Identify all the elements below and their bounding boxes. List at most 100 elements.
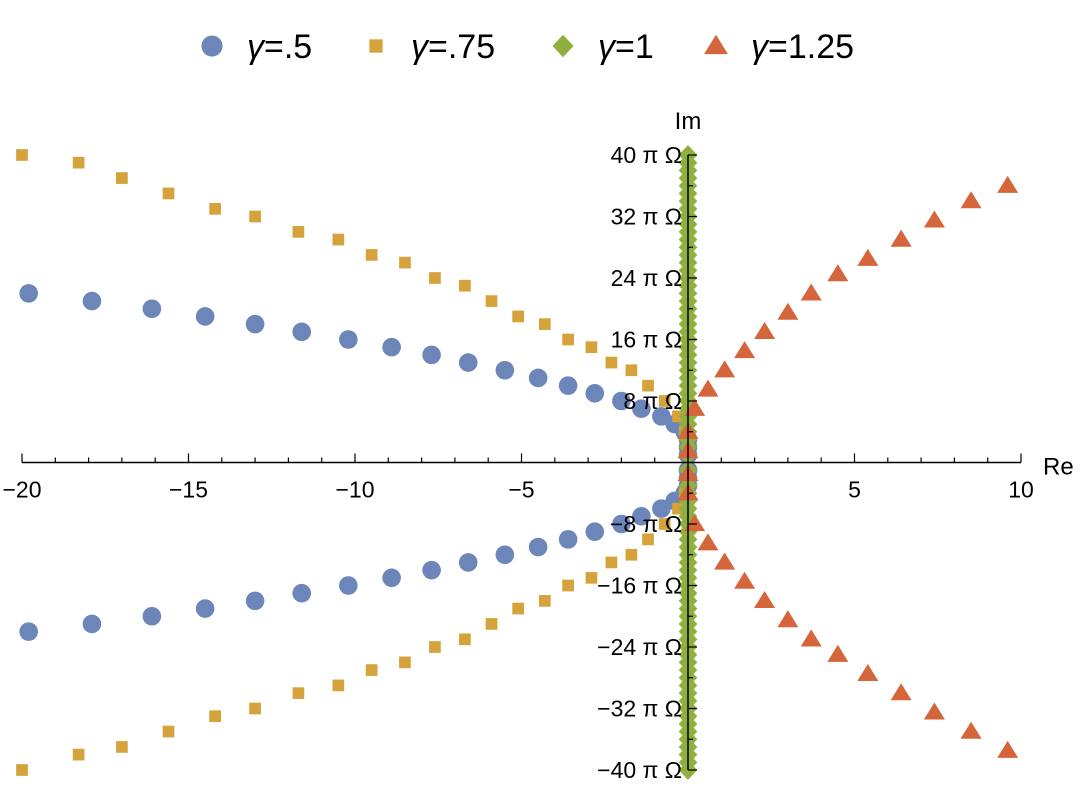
point-1-25	[827, 644, 849, 662]
point-5	[458, 553, 478, 572]
point-1-25	[857, 664, 879, 682]
point-5	[19, 622, 38, 641]
x-tick-label: −5	[508, 477, 534, 503]
point-5	[612, 514, 631, 534]
series-layer	[16, 145, 1019, 780]
x-tick-label: 5	[848, 477, 861, 503]
point-75	[16, 149, 28, 161]
point-1-25	[890, 683, 912, 701]
point-75	[209, 202, 221, 215]
point-5	[422, 560, 441, 580]
point-1-25	[800, 629, 822, 647]
point-1-25	[714, 360, 736, 378]
x-ticks: −20 −15 −10 −5 5 10	[2, 453, 1034, 503]
point-1-25	[997, 740, 1019, 758]
point-75	[429, 272, 441, 284]
point-75	[292, 687, 305, 699]
point-5	[339, 576, 358, 595]
point-1-25	[857, 248, 879, 266]
point-5	[528, 368, 548, 388]
x-tick-label: −20	[2, 477, 41, 503]
point-5	[292, 322, 312, 342]
x-tick-label: −15	[169, 477, 208, 503]
y-tick-label: −24 π Ω	[597, 634, 682, 660]
point-5	[585, 522, 605, 541]
point-75	[658, 395, 671, 407]
point-5	[422, 345, 441, 365]
point-75	[72, 156, 85, 169]
x-axis-title: Re	[1043, 454, 1074, 481]
point-75	[642, 533, 654, 546]
point-75	[209, 710, 221, 723]
y-tick-label: 32 π Ω	[611, 204, 682, 230]
point-75	[538, 595, 551, 607]
legend: γ=.5 γ=.75 γ=1 γ=1.25	[201, 28, 854, 66]
point-5	[652, 499, 671, 518]
point-75	[292, 226, 305, 238]
y-tick-label: 16 π Ω	[611, 327, 682, 353]
point-1-25	[890, 229, 912, 247]
point-1-25	[714, 552, 736, 570]
point-75	[365, 249, 378, 261]
point-75	[459, 633, 471, 646]
point-5	[82, 614, 102, 634]
point-1-25	[923, 702, 945, 720]
point-75	[162, 187, 175, 200]
point-5	[382, 568, 401, 588]
point-75	[605, 556, 618, 569]
point-75	[642, 379, 654, 392]
point-5	[528, 537, 548, 557]
point-75	[625, 364, 638, 377]
legend-marker-5	[201, 35, 223, 57]
point-75	[625, 548, 638, 561]
y-tick-label: −16 π Ω	[597, 573, 682, 599]
point-75	[672, 502, 684, 515]
point-5	[245, 314, 265, 334]
axes: −20 −15 −10 −5 5 10 40 π Ω 32 π Ω 24 π Ω 16 π Ω 8…	[2, 108, 1073, 783]
y-tick-label: 40 π Ω	[611, 142, 682, 168]
point-75	[512, 310, 525, 323]
point-75	[332, 233, 345, 246]
point-75	[605, 356, 618, 369]
point-5	[195, 307, 215, 326]
point-1-25	[800, 283, 822, 301]
point-1-25	[827, 264, 849, 282]
point-1-25	[960, 191, 982, 209]
point-1-25	[997, 175, 1019, 193]
point-75	[116, 741, 128, 753]
point-75	[485, 295, 498, 307]
y-axis-title: Im	[675, 108, 702, 135]
point-1-25	[777, 302, 799, 320]
y-ticks: 40 π Ω 32 π Ω 24 π Ω 16 π Ω 8 π Ω −8 π Ω −16 π…	[597, 142, 697, 783]
point-75	[562, 579, 574, 592]
legend-marker-1-25	[704, 34, 728, 55]
point-75	[585, 571, 598, 584]
legend-label-5: γ=.5	[247, 28, 312, 66]
legend-label-1: γ=1	[598, 28, 654, 66]
point-5	[82, 291, 102, 311]
legend-marker-75	[369, 39, 383, 53]
point-5	[292, 583, 312, 603]
point-5	[142, 606, 162, 626]
point-75	[485, 618, 498, 630]
point-5	[632, 399, 651, 418]
point-1-25	[960, 721, 982, 739]
y-tick-label: −8 π Ω	[610, 511, 682, 537]
point-5	[245, 591, 265, 611]
point-75	[538, 318, 551, 330]
point-1-25	[754, 590, 776, 609]
point-75	[72, 748, 85, 761]
y-tick-label: 8 π Ω	[623, 388, 682, 414]
y-tick-label: 24 π Ω	[611, 265, 682, 291]
series-75	[16, 149, 694, 776]
x-tick-label: 10	[1008, 477, 1034, 503]
point-75	[429, 641, 441, 653]
x-tick-label: −10	[335, 477, 374, 503]
point-75	[116, 172, 128, 184]
point-75	[16, 764, 28, 776]
point-75	[365, 664, 378, 676]
point-5	[382, 337, 401, 357]
point-75	[459, 279, 471, 292]
point-75	[399, 656, 411, 669]
